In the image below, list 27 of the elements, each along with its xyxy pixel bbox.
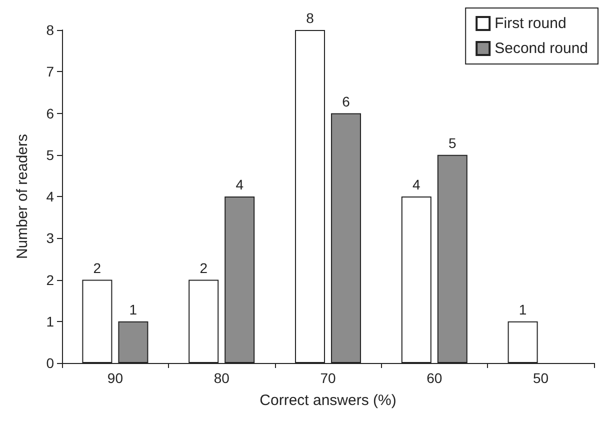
y-tick-label: 4	[46, 188, 54, 204]
data-label: 8	[306, 10, 314, 26]
legend-label: Second round	[494, 40, 588, 57]
y-tick-label: 3	[46, 230, 54, 246]
data-label: 6	[342, 93, 350, 110]
y-axis-title: Number of readers	[14, 134, 31, 260]
y-tick-label: 1	[46, 313, 54, 330]
x-axis-title: Correct answers (%)	[260, 392, 396, 409]
data-label: 1	[129, 301, 138, 318]
y-tick-label: 0	[46, 355, 54, 371]
data-label: 2	[200, 260, 208, 276]
x-tick-label: 60	[426, 370, 442, 386]
data-label: 4	[236, 176, 244, 192]
y-tick-label: 8	[46, 22, 54, 38]
x-tick-label: 70	[320, 370, 336, 386]
y-tick-label: 7	[46, 64, 54, 80]
data-label: 1	[518, 301, 527, 318]
data-label: 4	[412, 176, 420, 192]
x-tick-label: 80	[214, 370, 230, 386]
y-tick-label: 6	[46, 105, 54, 122]
x-tick-label: 50	[533, 370, 549, 386]
x-tick-label: 90	[107, 370, 124, 386]
legend-label: First round	[494, 15, 566, 32]
y-tick-label: 5	[46, 146, 54, 163]
data-label: 5	[448, 134, 456, 151]
y-tick-label: 2	[46, 272, 54, 288]
data-label: 2	[93, 260, 102, 276]
